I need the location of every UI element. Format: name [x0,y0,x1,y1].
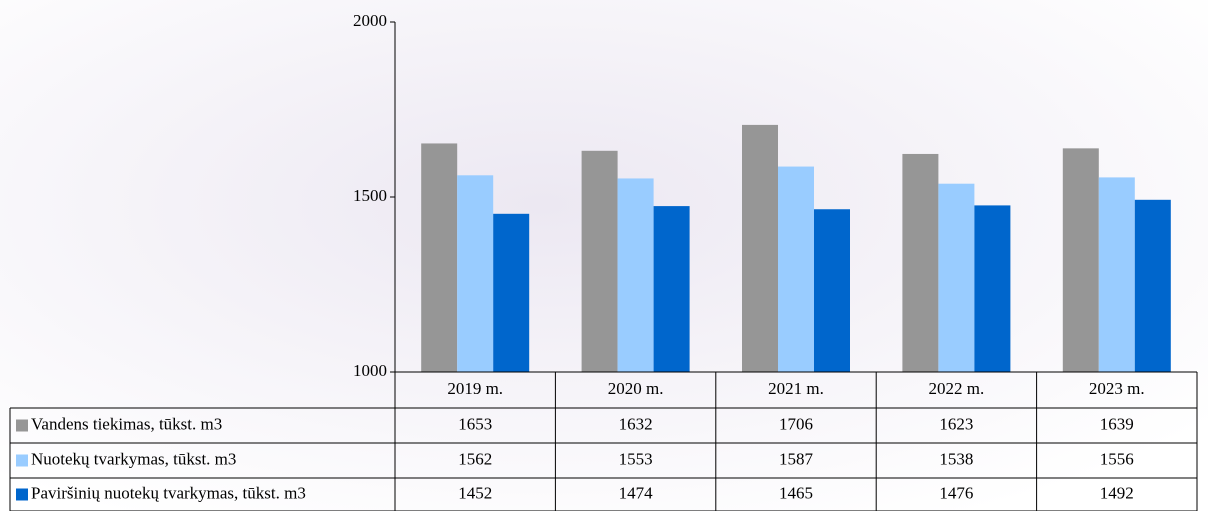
table-value: 1639 [1100,414,1134,433]
bar [814,209,850,372]
bar [742,125,778,372]
x-tick-label: 2020 m. [608,379,664,398]
table-value: 1653 [458,414,492,433]
table-value: 1587 [779,449,814,468]
legend-swatch [16,455,28,467]
x-tick-label: 2019 m. [447,379,503,398]
table-value: 1623 [939,414,973,433]
x-tick-label: 2022 m. [929,379,985,398]
table-value: 1492 [1100,483,1134,502]
table-value: 1452 [458,483,492,502]
legend-swatch [16,420,28,432]
table-value: 1553 [619,449,653,468]
table-value: 1556 [1100,449,1134,468]
y-tick-label: 1500 [353,186,387,205]
table-value: 1538 [939,449,973,468]
bar [618,178,654,372]
bar [778,167,814,372]
bar [1063,148,1099,372]
bar [938,184,974,372]
legend-label: Vandens tiekimas, tūkst. m3 [31,414,222,433]
table-value: 1476 [939,483,973,502]
table-value: 1706 [779,414,813,433]
bar [457,175,493,372]
table-value: 1465 [779,483,813,502]
table-value: 1474 [619,483,654,502]
legend-swatch [16,489,28,501]
y-tick-label: 2000 [353,11,387,30]
bar [582,151,618,372]
x-tick-label: 2021 m. [768,379,824,398]
y-tick-label: 1000 [353,361,387,380]
table-value: 1632 [619,414,653,433]
bar [1099,177,1135,372]
bar [902,154,938,372]
legend-label: Paviršinių nuotekų tvarkymas, tūkst. m3 [31,483,306,502]
bar [974,205,1010,372]
bar [654,206,690,372]
table-value: 1562 [458,449,492,468]
x-tick-label: 2023 m. [1089,379,1145,398]
legend-label: Nuotekų tvarkymas, tūkst. m3 [31,449,236,468]
bar [421,143,457,372]
bar [1135,200,1171,372]
chart: 1000 1500 2000 2019 m. 2020 m. 2021 m. 2022 m.… [0,0,1208,511]
bar [493,214,529,372]
